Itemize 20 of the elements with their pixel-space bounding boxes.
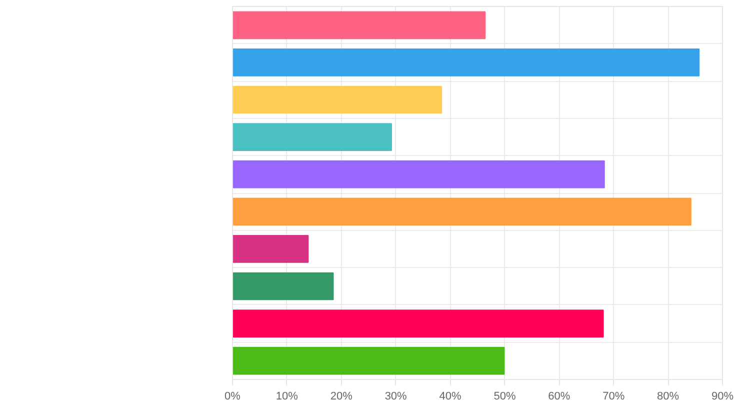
bar — [232, 272, 334, 300]
x-tick-label: 50% — [494, 390, 516, 402]
x-tick-label: 20% — [330, 390, 353, 402]
bar — [232, 86, 442, 114]
x-tick-label: 30% — [384, 390, 408, 402]
x-tick-label: 70% — [602, 390, 625, 402]
x-tick-label: 90% — [711, 390, 734, 402]
x-tick-label: 10% — [276, 390, 298, 402]
bar — [232, 235, 309, 263]
bar — [232, 11, 486, 40]
x-tick-label: 0% — [224, 390, 241, 402]
x-tick-label: 80% — [657, 390, 680, 402]
bar — [232, 346, 505, 375]
bar — [232, 198, 692, 226]
x-tick-label: 40% — [439, 390, 462, 402]
x-tick-label: 60% — [548, 390, 570, 402]
bar — [232, 123, 392, 151]
bar — [232, 310, 604, 338]
bar — [232, 160, 605, 188]
bar — [232, 48, 700, 76]
